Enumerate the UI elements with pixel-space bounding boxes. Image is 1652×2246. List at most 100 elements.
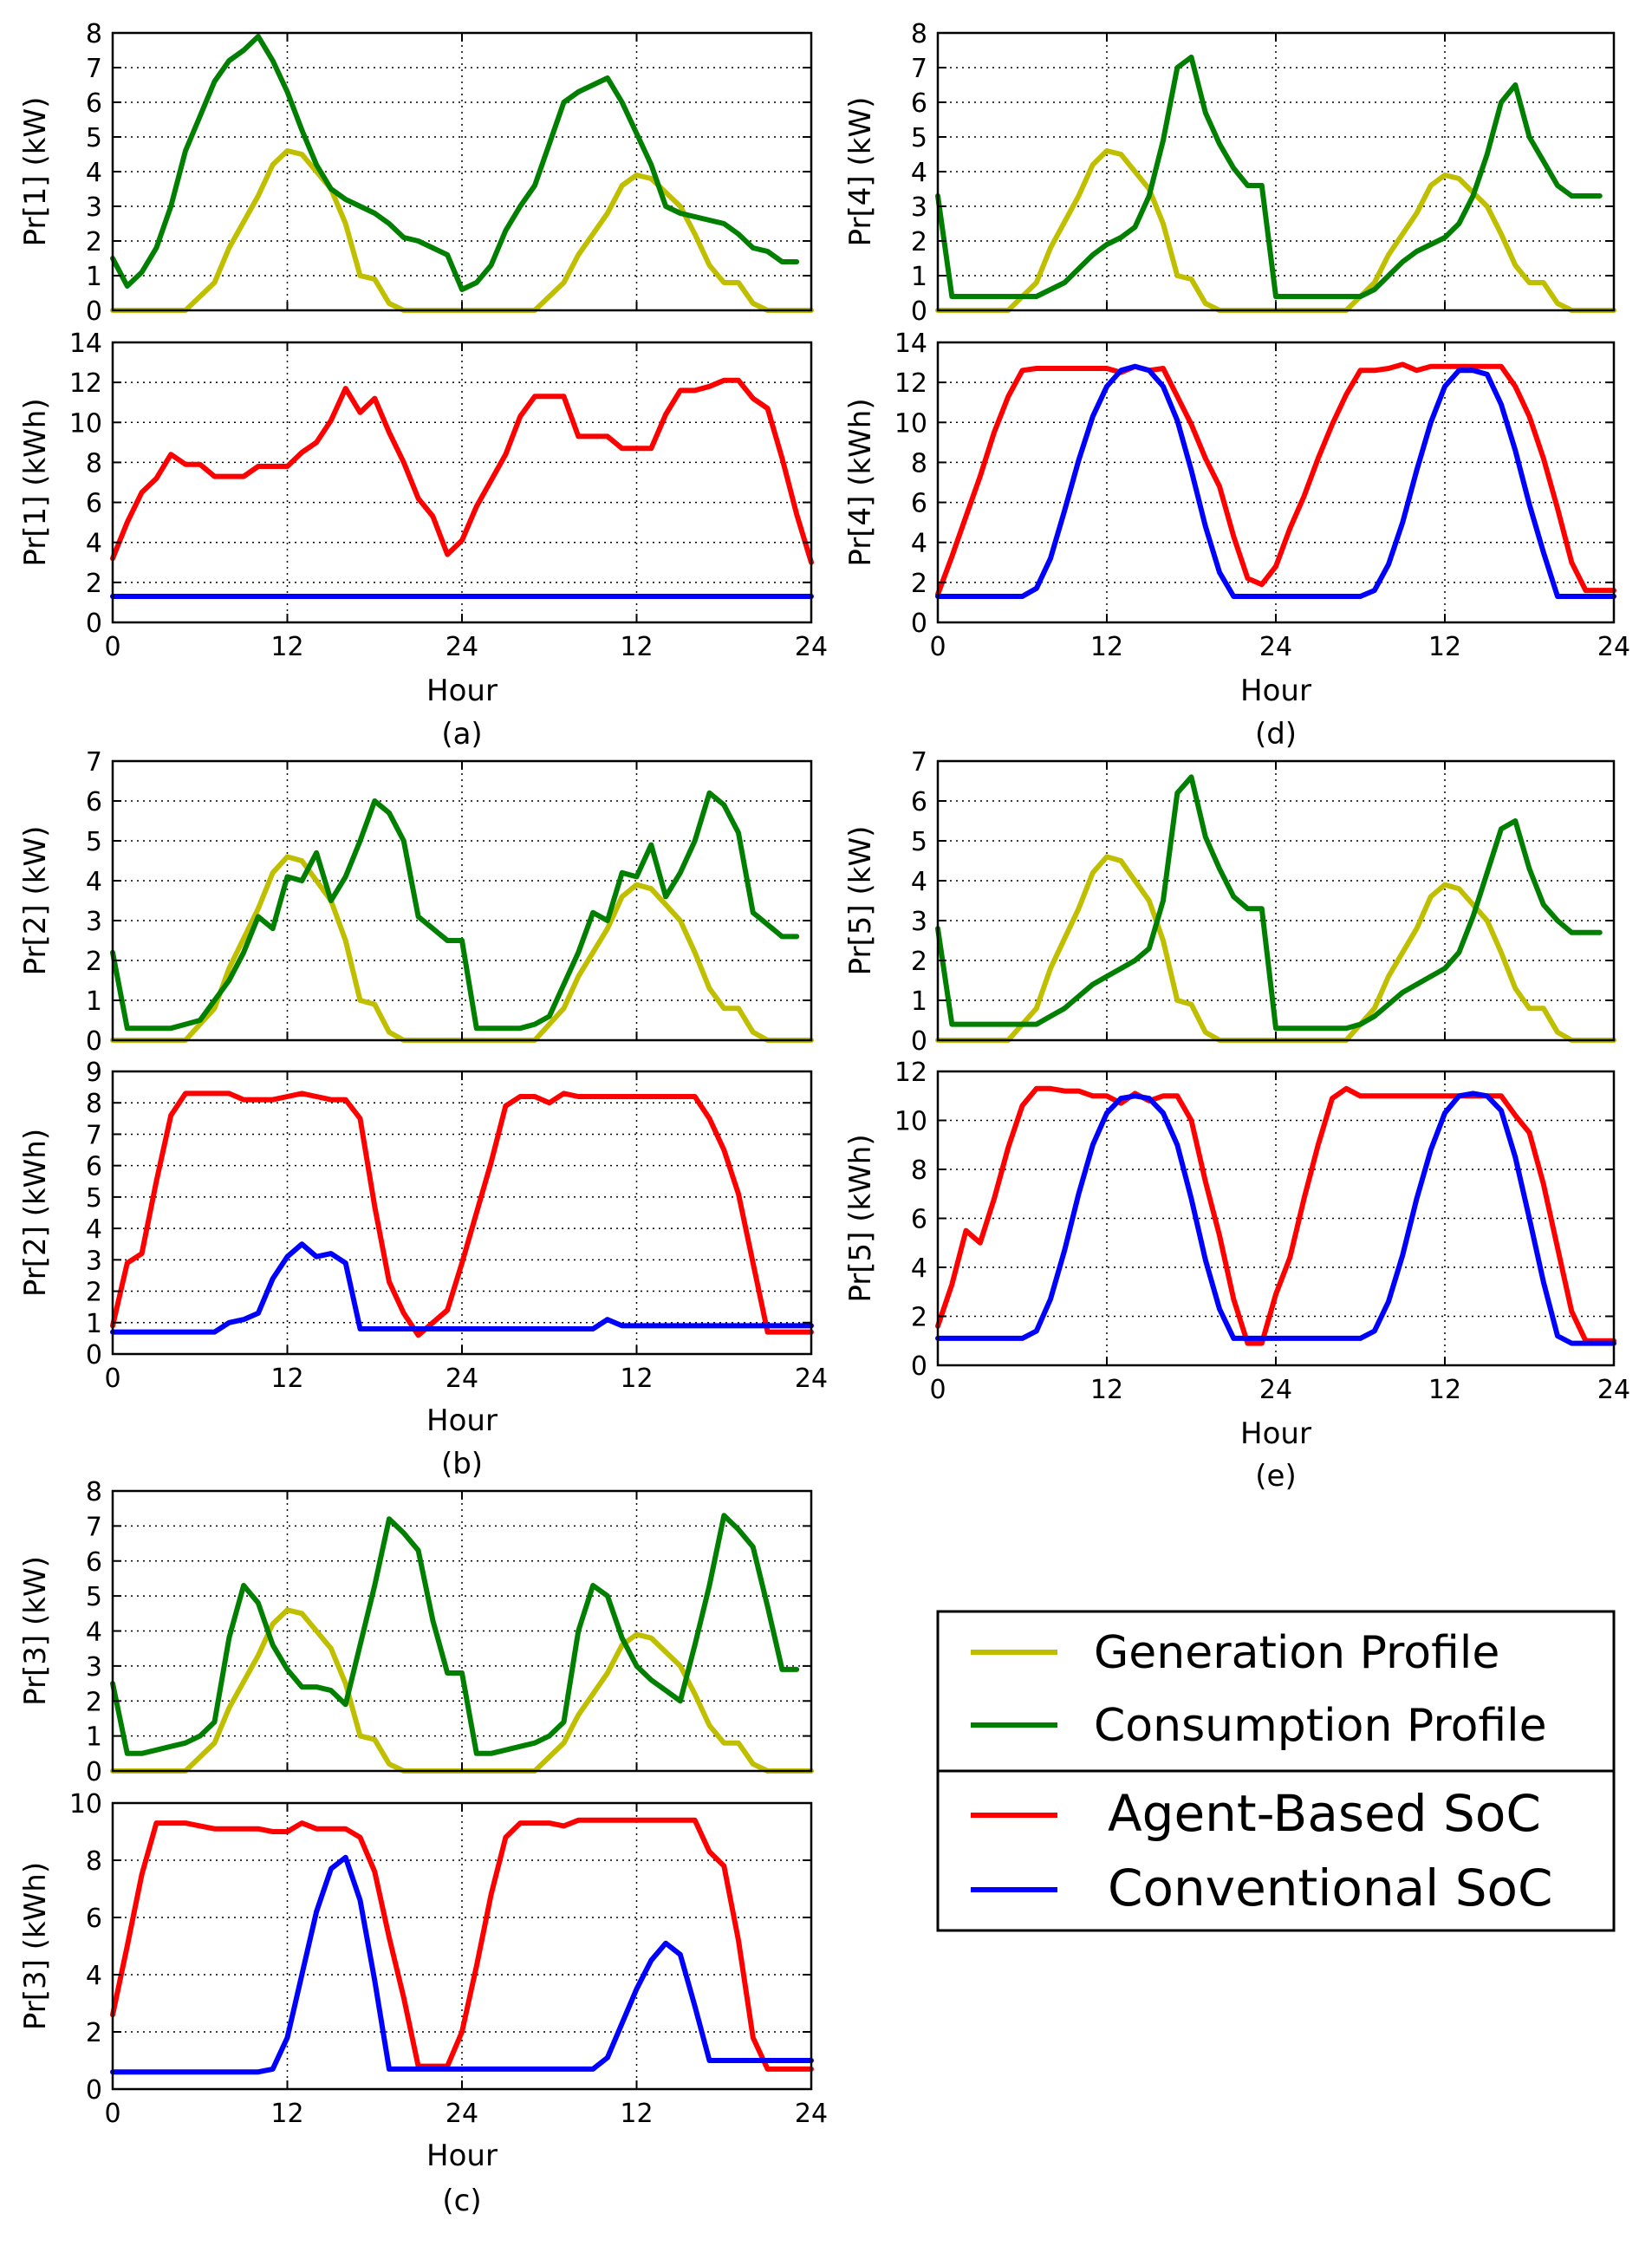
y-tick-label: 5 bbox=[86, 123, 102, 153]
x-tick-label: 24 bbox=[1259, 632, 1292, 662]
y-tick-label: 3 bbox=[86, 192, 102, 223]
y-tick-label: 4 bbox=[911, 529, 927, 559]
y-tick-label: 2 bbox=[86, 1687, 102, 1717]
x-axis-label: Hour bbox=[1240, 674, 1311, 708]
y-tick-label: 2 bbox=[911, 947, 927, 977]
series-line-consumption-profile bbox=[110, 34, 800, 292]
y-tick-label: 1 bbox=[86, 262, 102, 292]
x-tick-label: 0 bbox=[104, 1364, 120, 1394]
y-axis-label: Pr[3] (kW) bbox=[18, 1556, 53, 1706]
y-tick-label: 4 bbox=[86, 1618, 102, 1648]
y-tick-label: 8 bbox=[911, 448, 927, 478]
legend: Generation Profile Consumption Profile A… bbox=[936, 1610, 1616, 1932]
x-tick-label: 0 bbox=[104, 2099, 120, 2129]
x-tick-label: 24 bbox=[446, 2099, 478, 2129]
x-axis-label: Hour bbox=[1240, 1416, 1311, 1451]
series-line-consumption-profile bbox=[110, 1513, 800, 1756]
y-tick-label: 6 bbox=[86, 1904, 102, 1934]
y-tick-label: 4 bbox=[86, 158, 102, 188]
y-tick-label: 3 bbox=[911, 907, 927, 937]
y-tick-label: 4 bbox=[911, 1253, 927, 1284]
y-tick-label: 14 bbox=[69, 329, 102, 359]
y-tick-label: 0 bbox=[86, 2075, 102, 2106]
y-tick-label: 0 bbox=[911, 296, 927, 327]
y-tick-label: 2 bbox=[86, 947, 102, 977]
panel-e-power: 0 1 2 3 4 5 6 7 Pr[5] (kW) bbox=[843, 747, 1616, 1057]
y-tick-label: 5 bbox=[86, 1183, 102, 1214]
x-tick-label: 24 bbox=[795, 2099, 828, 2129]
y-tick-label: 7 bbox=[86, 1120, 102, 1150]
y-tick-label: 5 bbox=[86, 1582, 102, 1612]
x-tick-label: 12 bbox=[1090, 1375, 1123, 1405]
y-tick-label: 6 bbox=[911, 1205, 927, 1235]
series-line-agent-based-soc bbox=[935, 1085, 1616, 1346]
y-tick-label: 7 bbox=[86, 747, 102, 778]
y-tick-label: 8 bbox=[86, 448, 102, 478]
panel-caption-c: (c) bbox=[442, 2184, 481, 2218]
y-axis-label: Pr[3] (kWh) bbox=[18, 1862, 53, 2030]
y-axis-label: Pr[5] (kW) bbox=[843, 826, 878, 976]
y-tick-label: 14 bbox=[894, 329, 927, 359]
y-tick-label: 0 bbox=[911, 1026, 927, 1057]
y-tick-label: 10 bbox=[894, 408, 927, 439]
y-tick-label: 10 bbox=[69, 1789, 102, 1820]
legend-label-consumption: Consumption Profile bbox=[1094, 1700, 1547, 1752]
x-tick-label: 24 bbox=[1259, 1375, 1292, 1405]
series-line-conventional-soc bbox=[935, 1090, 1616, 1346]
y-tick-label: 3 bbox=[86, 1246, 102, 1276]
y-tick-label: 9 bbox=[86, 1058, 102, 1088]
x-tick-label: 12 bbox=[1428, 632, 1461, 662]
y-tick-label: 0 bbox=[86, 1340, 102, 1370]
y-tick-label: 2 bbox=[86, 1278, 102, 1308]
y-tick-label: 1 bbox=[911, 262, 927, 292]
x-tick-label: 12 bbox=[1090, 632, 1123, 662]
y-tick-label: 7 bbox=[86, 1512, 102, 1542]
y-axis-label: Pr[2] (kWh) bbox=[18, 1129, 53, 1297]
series-line-agent-based-soc bbox=[110, 377, 814, 565]
y-tick-label: 4 bbox=[911, 158, 927, 188]
x-tick-label: 12 bbox=[270, 632, 303, 662]
panel-caption-d: (d) bbox=[1255, 717, 1297, 752]
y-tick-label: 3 bbox=[86, 1652, 102, 1683]
x-tick-label: 24 bbox=[446, 632, 478, 662]
y-tick-label: 12 bbox=[69, 368, 102, 399]
y-tick-label: 6 bbox=[86, 489, 102, 519]
y-tick-label: 1 bbox=[86, 1309, 102, 1339]
y-tick-label: 7 bbox=[911, 747, 927, 778]
series-line-consumption-profile bbox=[935, 774, 1603, 1032]
x-tick-label: 0 bbox=[929, 1375, 946, 1405]
series-line-agent-based-soc bbox=[110, 1817, 814, 2072]
y-tick-label: 2 bbox=[911, 227, 927, 257]
y-axis-label: Pr[5] (kWh) bbox=[843, 1134, 878, 1302]
x-tick-label: 12 bbox=[620, 1364, 653, 1394]
x-axis-label: Hour bbox=[426, 674, 498, 708]
y-tick-label: 6 bbox=[911, 787, 927, 817]
legend-label-generation: Generation Profile bbox=[1094, 1627, 1499, 1679]
y-axis-label: Pr[1] (kW) bbox=[18, 97, 53, 247]
y-tick-label: 8 bbox=[911, 1156, 927, 1186]
series-line-conventional-soc bbox=[935, 363, 1616, 599]
y-tick-label: 0 bbox=[911, 1351, 927, 1382]
panel-c-power: 0 1 2 3 4 5 6 7 8 Pr[3] (kW) bbox=[18, 1477, 814, 1787]
y-tick-label: 2 bbox=[86, 2018, 102, 2048]
y-tick-label: 6 bbox=[911, 88, 927, 119]
y-tick-label: 12 bbox=[894, 1058, 927, 1088]
y-tick-label: 2 bbox=[911, 569, 927, 599]
y-tick-label: 5 bbox=[911, 123, 927, 153]
y-tick-label: 4 bbox=[86, 1214, 102, 1245]
y-tick-label: 4 bbox=[911, 867, 927, 897]
x-tick-label: 12 bbox=[620, 2099, 653, 2129]
y-tick-label: 8 bbox=[86, 19, 102, 49]
x-tick-label: 24 bbox=[1597, 1375, 1630, 1405]
y-tick-label: 8 bbox=[86, 1846, 102, 1877]
x-axis-label: Hour bbox=[426, 1403, 498, 1438]
x-tick-label: 12 bbox=[1428, 1375, 1461, 1405]
y-tick-label: 7 bbox=[86, 54, 102, 84]
y-tick-label: 4 bbox=[86, 529, 102, 559]
series-line-conventional-soc bbox=[110, 1241, 814, 1335]
x-tick-label: 12 bbox=[270, 2099, 303, 2129]
y-tick-label: 10 bbox=[69, 408, 102, 439]
panel-caption-b: (b) bbox=[441, 1447, 483, 1481]
